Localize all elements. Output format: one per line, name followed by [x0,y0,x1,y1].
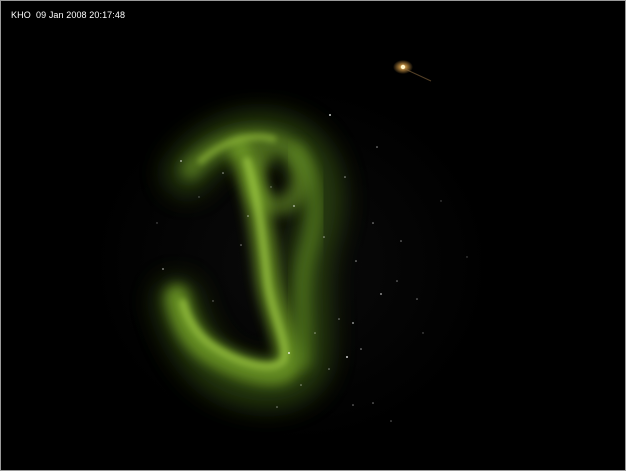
aurora-bright-core [179,157,289,371]
star [440,200,442,202]
star [372,222,374,224]
star [276,406,278,408]
star [355,260,357,262]
aurora-arc [154,111,344,410]
star [323,236,325,238]
star [352,322,354,324]
aurora-top-crest [197,133,277,165]
star [329,114,331,116]
star [466,256,468,258]
aurora-right-curtain [288,144,324,370]
star [222,172,224,174]
light-core [400,64,406,70]
star [288,352,290,354]
star [240,244,242,246]
star [390,420,392,422]
star [162,268,164,270]
star [396,280,398,282]
star [270,186,272,188]
star [180,160,182,162]
star [380,293,382,295]
star [352,404,354,406]
star [344,176,346,178]
image-caption: KHO 09 Jan 2008 20:17:48 [11,10,125,20]
star [328,368,330,370]
star [156,222,158,224]
star [422,332,424,334]
star [372,402,374,404]
light-streak [404,68,432,82]
star [314,332,316,334]
star [198,196,200,198]
star [293,205,295,207]
star [300,384,302,386]
capture-timestamp: 09 Jan 2008 20:17:48 [36,10,126,20]
star [416,298,418,300]
star [338,318,340,320]
star [247,215,249,217]
star [360,348,362,350]
star [376,146,378,148]
star [400,240,402,242]
star [212,300,214,302]
star-field [156,114,468,422]
star [346,356,348,358]
station-code: KHO [11,10,31,20]
bright-light-source [393,60,432,82]
